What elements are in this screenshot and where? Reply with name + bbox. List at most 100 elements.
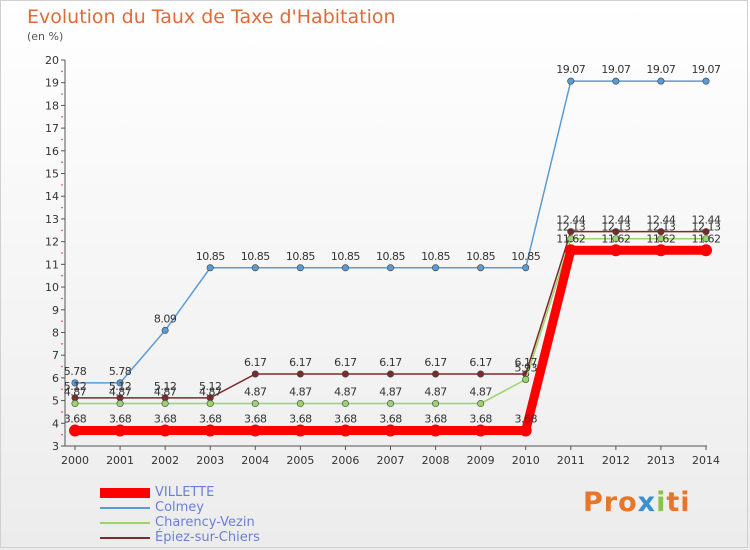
- data-point: [564, 244, 577, 257]
- legend-label: VILLETTE: [155, 485, 215, 500]
- data-label: 10.85: [421, 250, 450, 263]
- data-label: 4.87: [154, 386, 177, 399]
- x-tick-label: 2005: [286, 454, 314, 467]
- y-minor-tick: [61, 320, 63, 322]
- y-minor-tick: [61, 433, 63, 436]
- x-tick-label: 2002: [151, 454, 179, 467]
- y-minor-tick: [61, 184, 63, 186]
- y-tick-label: 16: [45, 145, 59, 158]
- data-label: 11.62: [646, 232, 675, 245]
- data-point: [116, 379, 124, 387]
- data-label: 3.68: [514, 413, 537, 426]
- data-label: 4.87: [379, 386, 402, 399]
- data-label: 12.44: [646, 214, 675, 227]
- y-minor-tick: [61, 274, 63, 277]
- y-tick-label: 8: [52, 326, 59, 339]
- y-tick-label: 14: [45, 190, 59, 203]
- y-tick-label: 3: [52, 440, 59, 453]
- data-point: [204, 424, 217, 437]
- x-tick-label: 2001: [106, 454, 134, 467]
- data-label: 4.87: [64, 386, 87, 399]
- data-point: [702, 228, 710, 236]
- y-minor-tick: [61, 206, 63, 209]
- legend-swatch: [100, 537, 150, 539]
- data-point: [341, 264, 349, 272]
- data-point: [657, 77, 665, 85]
- x-tick-label: 2012: [602, 454, 630, 467]
- data-point: [161, 400, 169, 408]
- data-point: [249, 424, 262, 437]
- data-label: 10.85: [286, 250, 315, 263]
- data-point: [114, 424, 127, 437]
- data-label: 11.62: [556, 232, 585, 245]
- data-point: [522, 375, 530, 383]
- data-label: 3.68: [109, 413, 132, 426]
- data-label: 6.17: [469, 356, 492, 369]
- data-point: [432, 264, 440, 272]
- data-point: [386, 400, 394, 408]
- data-label: 12.13: [601, 221, 630, 234]
- data-label: 19.07: [692, 63, 721, 76]
- data-label: 10.85: [511, 250, 540, 263]
- y-tick-label: 15: [45, 168, 59, 181]
- y-tick-label: 9: [52, 304, 59, 317]
- data-point: [251, 370, 259, 378]
- data-point: [341, 370, 349, 378]
- data-point: [477, 400, 485, 408]
- data-point: [567, 77, 575, 85]
- data-label: 3.68: [199, 413, 222, 426]
- data-point: [341, 400, 349, 408]
- x-tick-label: 2013: [647, 454, 675, 467]
- x-tick-label: 2014: [692, 454, 720, 467]
- data-label: 12.44: [601, 214, 630, 227]
- legend-label: Colmey: [155, 500, 204, 515]
- data-label: 5.12: [64, 380, 87, 393]
- y-tick-label: 12: [45, 236, 59, 249]
- y-tick-label: 7: [52, 349, 59, 362]
- data-label: 10.85: [466, 250, 495, 263]
- data-point: [386, 264, 394, 272]
- x-tick-label: 2010: [512, 454, 540, 467]
- chart-subtitle: (en %): [27, 30, 64, 43]
- data-point: [384, 424, 397, 437]
- legend: VILLETTE Colmey Charency-Vezin Épiez-sur-Ch…: [100, 485, 300, 545]
- data-point: [206, 400, 214, 408]
- data-label: 4.87: [289, 386, 312, 399]
- data-label: 5.78: [109, 365, 132, 378]
- data-point: [522, 264, 530, 272]
- data-point: [567, 228, 575, 236]
- data-label: 4.87: [424, 386, 447, 399]
- y-minor-tick: [61, 70, 63, 73]
- legend-label: Charency-Vezin: [155, 515, 255, 530]
- legend-swatch: [100, 507, 150, 509]
- y-tick-label: 19: [45, 77, 59, 90]
- legend-item: Colmey: [100, 500, 300, 515]
- data-point: [161, 326, 169, 334]
- data-label: 3.68: [469, 413, 492, 426]
- data-point: [69, 424, 81, 437]
- x-tick-label: 2009: [467, 454, 495, 467]
- data-point: [609, 244, 622, 257]
- y-minor-tick: [61, 161, 63, 163]
- y-tick-label: 4: [52, 417, 59, 430]
- y-tick-label: 5: [52, 395, 59, 408]
- data-label: 12.13: [556, 221, 585, 234]
- y-minor-tick: [61, 115, 63, 118]
- y-tick-label: 18: [45, 99, 59, 112]
- brand-logo: Proxiti: [583, 487, 691, 518]
- data-point: [71, 379, 79, 387]
- data-point: [71, 400, 79, 408]
- data-label: 4.87: [109, 386, 132, 399]
- data-label: 4.87: [244, 386, 267, 399]
- data-label: 10.85: [376, 250, 405, 263]
- data-label: 11.62: [692, 232, 721, 245]
- x-tick-label: 2000: [61, 454, 89, 467]
- data-point: [519, 424, 532, 437]
- y-tick-label: 13: [45, 213, 59, 226]
- data-label: 6.17: [424, 356, 447, 369]
- data-label: 10.85: [331, 250, 360, 263]
- y-minor-tick: [61, 365, 63, 368]
- y-minor-tick: [61, 343, 63, 345]
- data-label: 6.17: [379, 356, 402, 369]
